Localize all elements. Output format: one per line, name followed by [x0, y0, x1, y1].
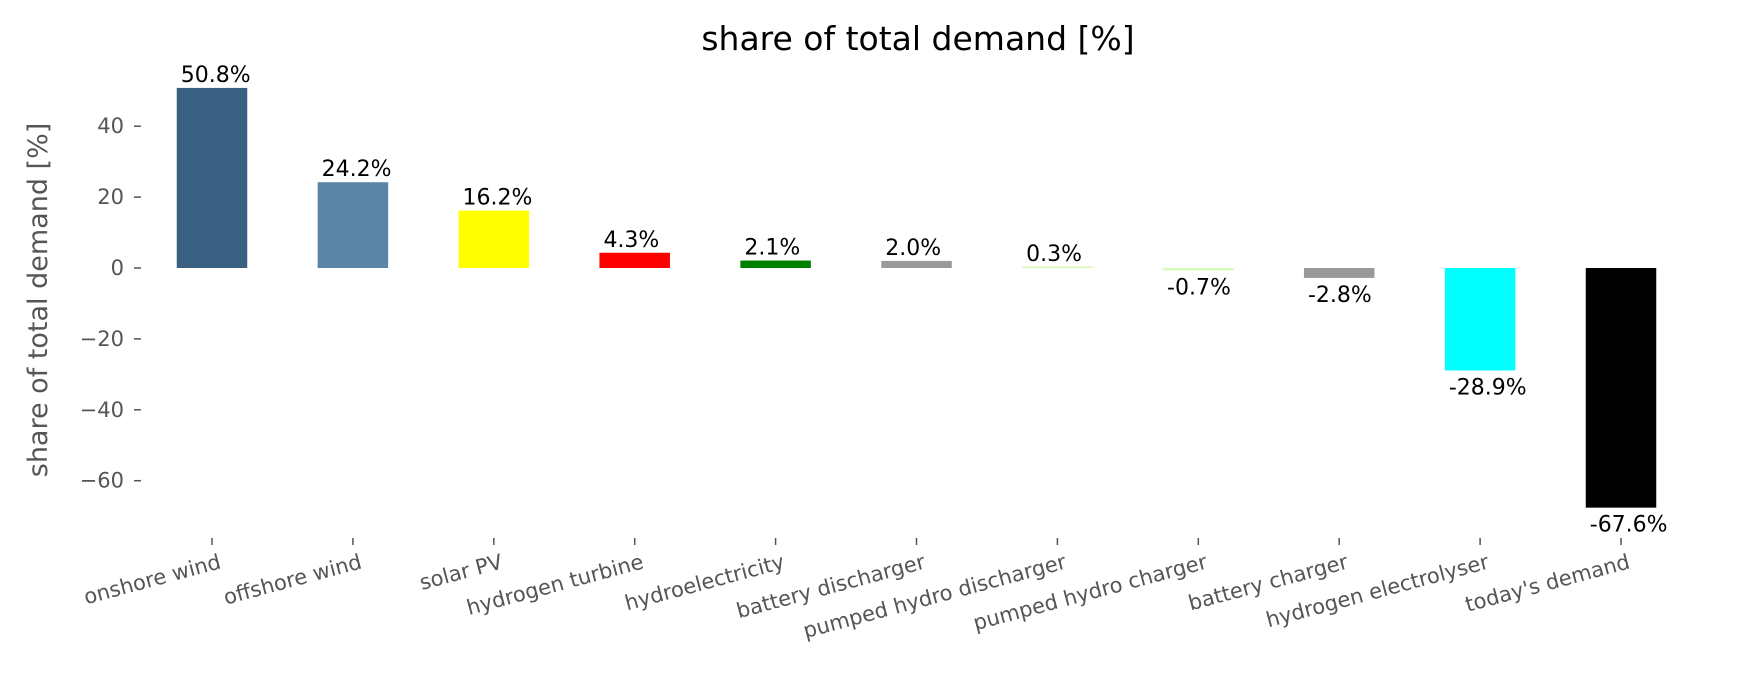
- x-tick-label: onshore wind: [81, 550, 223, 610]
- bar: [1303, 268, 1375, 278]
- data-label: -67.6%: [1590, 513, 1668, 538]
- bar: [1022, 266, 1093, 268]
- y-tick-label: −40: [80, 398, 124, 422]
- data-label: 0.3%: [1026, 242, 1082, 267]
- bar: [458, 210, 530, 268]
- bar: [1163, 268, 1234, 271]
- data-label: 2.0%: [885, 236, 941, 261]
- data-label: 24.2%: [322, 157, 392, 182]
- x-tick-label: pumped hydro charger: [971, 550, 1210, 636]
- data-label: -28.9%: [1449, 375, 1527, 400]
- y-tick-label: −20: [80, 327, 124, 351]
- data-label: -2.8%: [1308, 283, 1372, 308]
- x-tick-label: today's demand: [1463, 550, 1633, 617]
- data-label: 16.2%: [463, 186, 533, 211]
- bar: [740, 260, 811, 268]
- y-tick-label: 40: [97, 114, 124, 138]
- chart-title: share of total demand [%]: [701, 19, 1134, 58]
- x-tick-label: offshore wind: [221, 550, 364, 610]
- y-tick-label: 20: [97, 185, 124, 209]
- y-tick-label: 0: [111, 256, 124, 280]
- bar: [317, 182, 389, 268]
- data-label: 4.3%: [603, 228, 659, 253]
- x-tick-label: solar PV: [417, 549, 506, 594]
- data-label: -0.7%: [1167, 275, 1231, 300]
- y-axis-label: share of total demand [%]: [23, 123, 54, 478]
- bar: [1585, 268, 1657, 508]
- data-label: 2.1%: [744, 236, 800, 261]
- y-tick-label: −60: [80, 469, 124, 493]
- bar: [599, 252, 670, 268]
- bar: [881, 260, 952, 268]
- bar: [1444, 268, 1516, 371]
- bar: [176, 87, 248, 268]
- data-label: 50.8%: [181, 63, 251, 88]
